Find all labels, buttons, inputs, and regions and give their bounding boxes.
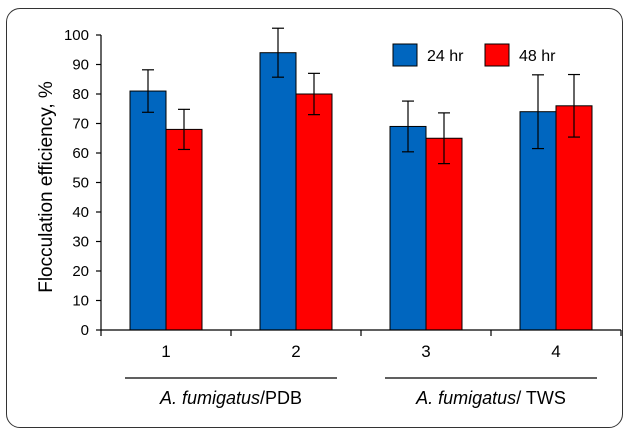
group-label-species: A. fumigatus <box>415 388 516 408</box>
error-bars <box>142 27 580 165</box>
y-tick-label: 40 <box>72 204 89 221</box>
bars <box>129 52 593 331</box>
y-tick-label: 100 <box>64 27 89 44</box>
bar-48hr-2 <box>295 93 333 331</box>
y-tick-label: 20 <box>72 263 89 280</box>
y-tick-label: 30 <box>72 234 89 251</box>
y-tick-label: 10 <box>72 293 89 310</box>
bar-48hr-3 <box>425 137 463 331</box>
y-tick-label: 80 <box>72 86 89 103</box>
bar-48hr-1 <box>165 128 203 331</box>
bar-48hr-4 <box>555 105 593 331</box>
group-label-medium: / TWS <box>516 388 566 408</box>
y-tick-label: 50 <box>72 175 89 192</box>
legend-label-48hr: 48 hr <box>519 48 556 65</box>
y-tick-label: 60 <box>72 145 89 162</box>
x-tick-label: 1 <box>161 342 170 361</box>
legend-swatch-24hr <box>392 43 418 67</box>
y-axis: 0 10 20 30 40 50 60 70 80 90 100 <box>64 27 102 339</box>
bar-24hr-3 <box>389 125 427 331</box>
group-label: A. fumigatus/PDB <box>159 388 302 408</box>
x-tick-label: 4 <box>551 342 560 361</box>
bar-24hr-2 <box>259 52 297 331</box>
group-label-species: A. fumigatus <box>159 388 260 408</box>
x-tick-label: 3 <box>421 342 430 361</box>
bar-24hr-1 <box>129 90 167 331</box>
legend-label-24hr: 24 hr <box>427 48 464 65</box>
y-tick-label: 0 <box>81 322 89 339</box>
y-tick-label: 70 <box>72 116 89 133</box>
x-axis: 1 2 3 4 <box>100 329 622 361</box>
legend: 24 hr 48 hr <box>392 43 556 67</box>
bar-chart: 0 10 20 30 40 50 60 70 80 90 100 1 2 3 4 24 hr 48 hr A… <box>36 27 622 408</box>
group-labels: A. fumigatus/PDB A. fumigatus/ TWS <box>125 377 597 408</box>
y-axis-title: Flocculation efficiency, % <box>36 81 57 293</box>
group-label-medium: /PDB <box>260 388 302 408</box>
legend-swatch-48hr <box>484 43 510 67</box>
group-label: A. fumigatus/ TWS <box>415 388 566 408</box>
x-tick-label: 2 <box>291 342 300 361</box>
y-tick-label: 90 <box>72 57 89 74</box>
